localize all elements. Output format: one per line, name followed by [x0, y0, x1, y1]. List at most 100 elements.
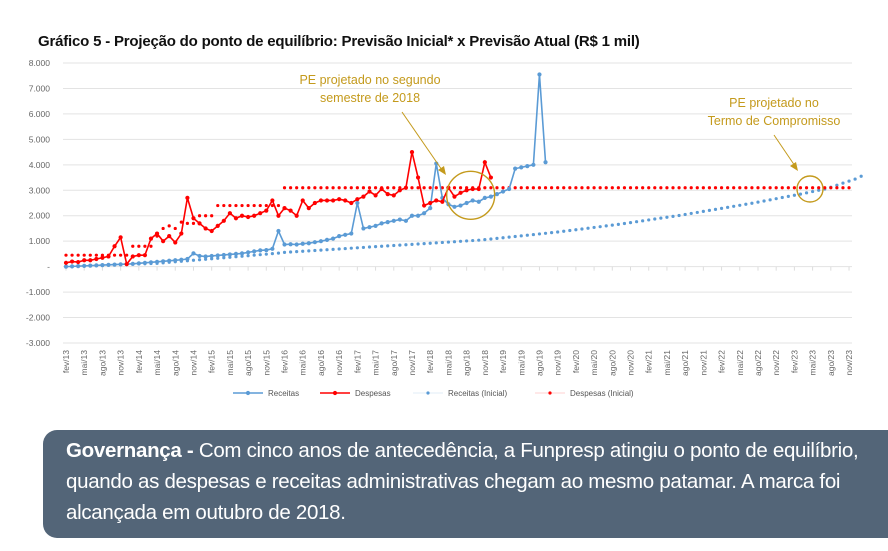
data-point [792, 193, 797, 197]
data-point [386, 244, 390, 248]
data-point [428, 241, 432, 245]
data-point [234, 255, 238, 259]
data-point [513, 166, 518, 171]
data-point [628, 186, 633, 190]
data-point [817, 188, 821, 192]
data-point [586, 226, 590, 230]
data-point [464, 188, 469, 193]
data-point [142, 253, 148, 258]
data-point [495, 186, 499, 190]
data-point [422, 242, 426, 246]
data-point [343, 246, 347, 251]
data-point [823, 186, 827, 190]
data-point [416, 242, 420, 246]
data-point [659, 186, 663, 190]
data-point [288, 186, 293, 190]
arrow-head-icon [438, 166, 446, 175]
data-point [452, 204, 457, 209]
series-receitas [63, 72, 548, 269]
data-point [483, 186, 487, 190]
data-point [592, 225, 596, 230]
data-point [519, 186, 523, 190]
annotation-circle [796, 175, 824, 203]
series-line [65, 74, 547, 268]
data-point [403, 185, 409, 190]
data-point [318, 198, 324, 203]
data-point [465, 239, 469, 243]
data-point [361, 186, 366, 190]
data-point [112, 253, 117, 257]
x-axis: fev/13 mai/13 ago/13 nov/13 fev/14 mai/14 ago/… [61, 266, 854, 376]
data-point [592, 186, 596, 190]
data-point [210, 257, 214, 261]
legend-marker-icon [332, 390, 338, 396]
data-point [161, 259, 166, 264]
data-point [415, 213, 421, 218]
y-tick-label: 4.000 [29, 160, 51, 170]
x-tick-label: nov/20 [626, 350, 636, 376]
x-tick-label: mai/19 [516, 350, 526, 376]
data-point [227, 211, 232, 216]
data-point [385, 191, 390, 197]
data-point [88, 253, 92, 257]
data-point [829, 186, 833, 190]
data-point [270, 198, 275, 203]
data-point [653, 186, 657, 190]
data-point [125, 253, 129, 257]
data-point [677, 186, 681, 190]
data-point [349, 246, 353, 250]
data-point [452, 240, 457, 244]
data-point [580, 186, 584, 190]
data-point [330, 236, 336, 241]
data-point [282, 242, 287, 247]
data-point [64, 253, 68, 257]
data-point [324, 237, 330, 243]
data-point [847, 186, 851, 190]
data-point [119, 253, 123, 257]
data-point [246, 203, 250, 208]
x-tick-label: mai/17 [371, 350, 381, 376]
data-point [550, 186, 554, 190]
data-point [106, 254, 111, 259]
data-point [458, 203, 463, 208]
legend-marker-icon [548, 391, 552, 395]
data-point [313, 248, 317, 253]
data-point [501, 186, 505, 190]
data-point [367, 186, 372, 190]
y-tick-label: 6.000 [29, 109, 51, 119]
data-point [252, 213, 257, 218]
data-point [148, 236, 154, 241]
data-point [501, 236, 505, 240]
data-point [337, 247, 341, 251]
data-point [556, 186, 560, 190]
annotation-pe-termo: PE projetado no Termo de Compromisso [708, 96, 840, 203]
data-point [239, 213, 245, 218]
data-point [434, 186, 438, 190]
data-point [489, 186, 493, 190]
legend-item: Receitas [233, 389, 299, 398]
data-point [330, 198, 336, 203]
data-point [373, 193, 378, 198]
annotation-text: PE projetado no [729, 96, 819, 110]
x-tick-label: fev/23 [789, 350, 799, 373]
data-point [276, 213, 281, 218]
x-tick-label: ago/19 [534, 350, 544, 376]
data-point [233, 216, 239, 221]
x-tick-label: ago/15 [243, 350, 253, 376]
y-tick-label: 2.000 [29, 211, 51, 221]
data-point [756, 200, 760, 204]
y-tick-label: 7.000 [29, 83, 51, 93]
data-point [143, 244, 147, 248]
y-tick-label: -3.000 [26, 338, 50, 348]
data-point [76, 253, 80, 257]
data-point [325, 248, 329, 252]
data-point [282, 186, 287, 190]
data-point [409, 213, 415, 218]
data-point [210, 214, 214, 218]
data-point [137, 244, 141, 248]
data-point [598, 186, 602, 190]
data-point [373, 223, 378, 229]
data-point [325, 186, 329, 190]
data-point [415, 175, 421, 180]
data-point [519, 165, 524, 170]
